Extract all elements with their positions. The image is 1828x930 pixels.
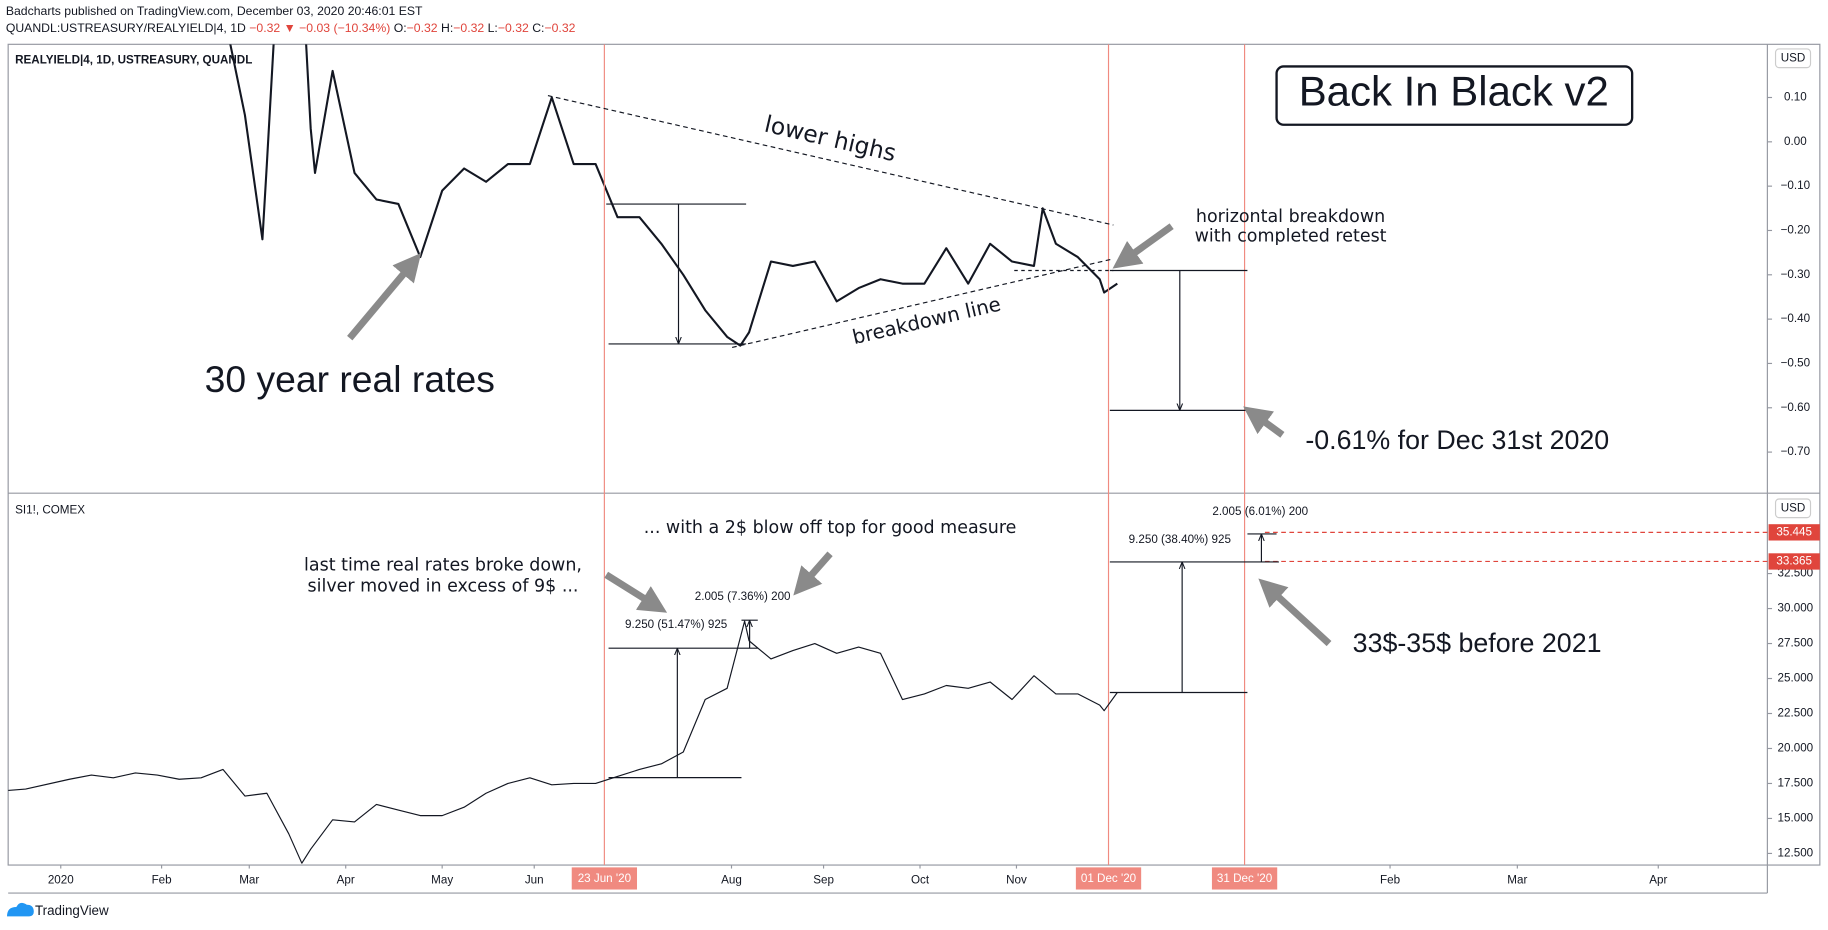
x-tick-label: Apr [1649, 873, 1667, 886]
published-line: Badcharts published on TradingView.com, … [6, 4, 423, 18]
last: −0.32 [249, 21, 280, 35]
symbol: QUANDL:USTREASURY/REALYIELD|4, 1D [6, 21, 246, 35]
y-tick-label: 22.500 [1778, 707, 1814, 720]
x-tick-label: Sep [813, 873, 834, 886]
y-tick-label: −0.10 [1781, 179, 1811, 192]
x-tick-label: Nov [1006, 873, 1027, 886]
y-tick-label: 15.000 [1778, 812, 1814, 825]
annotation: last time real rates broke down, [304, 555, 582, 575]
change: −0.03 (−10.34%) [299, 21, 390, 35]
annotation: with completed retest [1195, 227, 1387, 247]
y-tick-label: −0.50 [1781, 357, 1811, 370]
drawings-top: Back In Black v2 lower highs breakdown l… [205, 65, 1634, 455]
marker-label-box [571, 867, 638, 890]
ohlc-value: −0.32 [544, 21, 575, 35]
measure-label: 2.005 (6.01%) 200 [1212, 505, 1308, 518]
currency[interactable]: USD [1781, 501, 1806, 514]
pointer-arrow [347, 252, 422, 341]
x-tick-label: Mar [1507, 873, 1527, 886]
annotation: -0.61% for Dec 31st 2020 [1305, 425, 1609, 455]
measure-label: 2.005 (7.36%) 200 [695, 590, 791, 603]
ohlc-value: −0.32 [407, 21, 438, 35]
chart-title: Back In Black v2 [1299, 68, 1609, 115]
y-tick-label: 0.00 [1784, 135, 1807, 148]
marker-label: 01 Dec '20 [1081, 872, 1137, 885]
y-tick-label: −0.60 [1781, 401, 1811, 414]
marks [8, 44, 1768, 866]
x-tick-label: Jun [525, 873, 544, 886]
x-tick-label: Feb [152, 873, 172, 886]
annotation: breakdown line [850, 293, 1003, 349]
legend: QUANDL:USTREASURY/REALYIELD|4, 1D −0.32 … [6, 21, 576, 35]
pointer-arrow [1258, 578, 1332, 647]
currency-button[interactable] [1774, 48, 1812, 69]
x-tick-label: May [431, 873, 453, 886]
ohlc-value: −0.32 [453, 21, 484, 35]
measure-label: 9.250 (38.40%) 925 [1129, 533, 1231, 546]
price-level-box [1768, 524, 1820, 541]
currency-button[interactable] [1774, 498, 1812, 519]
marker-label: 23 Jun '20 [578, 872, 632, 885]
measure-label: 9.250 (51.47%) 925 [625, 618, 727, 631]
price-level-box [1768, 553, 1820, 570]
y-tick-label: −0.30 [1781, 268, 1811, 281]
drawings-bottom: last time real rates broke down, silver … [304, 505, 1602, 779]
x-tick-label: 2020 [48, 873, 74, 886]
footer-brand[interactable]: TradingView [35, 903, 109, 918]
annotation: horizontal breakdown [1196, 207, 1385, 227]
axis-labels: 0.10 0.00 −0.10 −0.20 −0.30 −0.40 −0.50 −0.60 −0… [48, 91, 1820, 890]
x-tick-label: Feb [1380, 873, 1400, 886]
trendline [547, 95, 1114, 226]
price-line [8, 620, 1118, 864]
ohlc-key: O: [394, 21, 407, 35]
annotation: lower highs [762, 111, 899, 167]
price-level-label: 35.445 [1776, 525, 1812, 538]
marker-label: 31 Dec '20 [1217, 872, 1273, 885]
y-tick-label: 32.500 [1778, 567, 1814, 580]
x-tick-label: Mar [239, 873, 259, 886]
marker-label-box [1211, 867, 1278, 890]
currency[interactable]: USD [1781, 51, 1806, 64]
logo[interactable] [6, 902, 34, 917]
frame [7, 43, 1821, 866]
pointer-arrow [604, 571, 668, 613]
marker-label-box [1075, 867, 1142, 890]
y-tick-label: −0.20 [1781, 224, 1811, 237]
x-tick-label: Aug [721, 873, 742, 886]
arrow: ▼ [284, 21, 296, 35]
pointer-arrow [1243, 406, 1285, 438]
y-tick-label: 12.500 [1778, 847, 1814, 860]
pane-label: REALYIELD|4, 1D, USTREASURY, QUANDL [15, 54, 252, 67]
ohlc-value: −0.32 [498, 21, 529, 35]
pointer-arrow [793, 551, 833, 596]
y-tick-label: 17.500 [1778, 777, 1814, 790]
y-tick-label: 30.000 [1778, 602, 1814, 615]
title-box [1275, 65, 1634, 126]
y-tick-label: 0.10 [1784, 91, 1807, 104]
annotation: 33$-35$ before 2021 [1353, 628, 1602, 658]
price-level-label: 33.365 [1776, 555, 1812, 568]
price-line [229, 44, 1118, 347]
y-tick-label: −0.40 [1781, 312, 1811, 325]
x-tick-label: Oct [911, 873, 930, 886]
y-tick-label: −0.70 [1781, 445, 1811, 458]
ohlc-key: H: [441, 21, 453, 35]
x-tick-label: Apr [337, 873, 355, 886]
ohlc-key: L: [488, 21, 498, 35]
pointer-arrow [1112, 223, 1174, 269]
y-tick-label: 27.500 [1778, 637, 1814, 650]
ohlc-key: C: [532, 21, 544, 35]
y-tick-label: 20.000 [1778, 742, 1814, 755]
trendline [732, 258, 1114, 348]
annotation: 30 year real rates [205, 358, 495, 400]
annotation: silver moved in excess of 9$ ... [308, 576, 579, 596]
annotation: ... with a 2$ blow off top for good meas… [644, 518, 1017, 538]
pane-label: SI1!, COMEX [15, 504, 85, 517]
y-tick-label: 25.000 [1778, 672, 1814, 685]
